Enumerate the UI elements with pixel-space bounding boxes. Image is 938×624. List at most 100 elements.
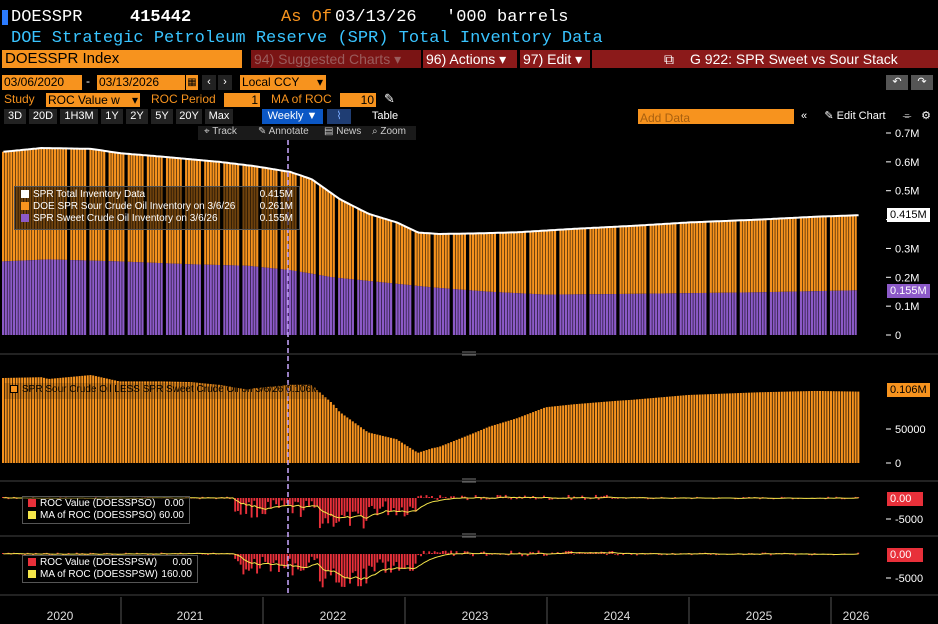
range-button-5y[interactable]: 5Y <box>151 109 173 124</box>
sweet-roc-bar <box>761 552 764 554</box>
diff-bar <box>135 381 138 463</box>
news-tool[interactable]: ▤ News <box>324 126 361 137</box>
sweet-bar <box>245 265 248 335</box>
range-button-20y[interactable]: 20Y <box>176 109 202 124</box>
study-select[interactable]: ROC Value w ▾ <box>46 93 140 107</box>
sweet-roc-bar <box>354 554 357 572</box>
sweet-bar <box>614 294 617 335</box>
sweet-bar <box>581 294 584 335</box>
sour-bar <box>775 218 778 292</box>
table-button[interactable]: Table <box>355 109 415 124</box>
sweet-roc-bar <box>392 554 395 566</box>
sweet-bar <box>843 290 846 335</box>
suggested-charts-button[interactable]: 94) Suggested Charts ▾ <box>251 50 421 68</box>
ma-roc-label: MA of ROC <box>271 92 332 106</box>
zoom-tool[interactable]: ⌕ Zoom <box>372 126 406 137</box>
range-button-2y[interactable]: 2Y <box>126 109 148 124</box>
sour-bar <box>324 189 327 277</box>
diff-bar <box>433 447 436 463</box>
diff-bar <box>343 415 346 463</box>
diff-bar <box>228 386 231 463</box>
sour-bar <box>625 226 628 294</box>
range-button-20d[interactable]: 20D <box>29 109 57 124</box>
diff-bar <box>398 440 401 463</box>
sour-bar <box>357 208 360 280</box>
sweet-roc-bar <box>242 554 245 575</box>
prev-period-button[interactable]: ‹ <box>202 75 216 90</box>
range-button-1y[interactable]: 1Y <box>101 109 123 124</box>
sweet-bar <box>679 293 682 335</box>
sweet-roc-bar <box>294 554 297 564</box>
sweet-roc-bar <box>21 554 24 555</box>
sweet-bar <box>747 292 751 335</box>
next-period-button[interactable]: › <box>218 75 232 90</box>
diff-bar <box>843 391 846 463</box>
collapse-icon[interactable]: « <box>797 109 811 124</box>
track-tool[interactable]: ⌖ Track <box>204 126 237 137</box>
actions-button[interactable]: 96) Actions ▾ <box>423 50 517 68</box>
ma-roc-field[interactable]: 10 <box>340 93 376 107</box>
sweet-bar <box>600 294 603 335</box>
frequency-select[interactable]: Weekly ▼ <box>262 109 323 124</box>
range-button-max[interactable]: Max <box>205 109 233 124</box>
date-separator: - <box>86 74 90 88</box>
chart-title-bar[interactable]: ⧉ G 922: SPR Sweet vs Sour Stack <box>592 50 938 68</box>
sour-bar <box>849 215 852 291</box>
range-button-3d[interactable]: 3D <box>4 109 26 124</box>
sour-bar <box>368 214 371 281</box>
diff-bar <box>570 404 573 463</box>
diff-bar <box>562 405 565 463</box>
sour-bar <box>532 231 535 294</box>
study-label: Study <box>4 92 35 106</box>
add-data-input[interactable]: Add Data <box>638 109 794 125</box>
sour-bar <box>518 232 521 294</box>
sour-bar <box>321 187 324 276</box>
diff-bar <box>627 400 630 463</box>
diff-bar <box>553 406 557 463</box>
sour-bar <box>764 219 767 293</box>
diff-bar <box>849 391 852 463</box>
security-field[interactable]: DOESSPR Index <box>2 50 242 68</box>
sour-bar <box>603 227 606 295</box>
roc-period-field[interactable]: 1 <box>224 93 260 107</box>
sour-bar <box>390 220 393 284</box>
sweet-roc-bar <box>302 554 305 571</box>
end-date-field[interactable]: 03/13/2026 <box>97 75 185 90</box>
diff-bar <box>168 381 171 463</box>
currency-select[interactable]: Local CCY ▾ <box>240 75 326 90</box>
sour-bar <box>709 221 712 293</box>
range-button-1h3m[interactable]: 1H3M <box>60 109 98 124</box>
last-roc-sweet-tag: 0.00 <box>887 548 923 562</box>
sour-bar <box>840 215 844 291</box>
sweet-bar <box>343 278 346 335</box>
sour-bar <box>491 232 494 292</box>
diff-bar <box>286 385 289 463</box>
redo-icon[interactable]: ↷ <box>911 75 933 90</box>
chevron-down-icon: ▾ <box>131 93 138 107</box>
sour-bar <box>398 223 401 285</box>
draw-icon[interactable]: ⌯ <box>899 109 915 124</box>
sour-roc-bar <box>436 498 439 500</box>
edit-chart-button[interactable]: ✎ Edit Chart <box>815 109 895 124</box>
diff-bar <box>318 392 322 463</box>
sweet-bar <box>537 294 540 335</box>
sweet-roc-bar <box>316 554 319 559</box>
sour-roc-bar <box>515 498 518 500</box>
calendar-icon[interactable]: ▦ <box>186 75 198 90</box>
sour-bar <box>551 230 554 295</box>
sweet-bar <box>668 293 671 335</box>
edit-button[interactable]: 97) Edit ▾ <box>520 50 590 68</box>
xaxis-year-label: 2024 <box>604 609 631 623</box>
start-date-field[interactable]: 03/06/2020 <box>2 75 82 90</box>
sweet-bar <box>625 293 628 335</box>
sweet-bar <box>663 293 666 335</box>
sour-bar <box>441 233 445 289</box>
sweet-bar <box>280 269 283 335</box>
chart-type-icon[interactable]: ⌇ <box>327 109 351 124</box>
gear-icon[interactable]: ⚙ <box>918 109 934 124</box>
undo-icon[interactable]: ↶ <box>886 75 908 90</box>
pencil-icon[interactable]: ✎ <box>384 91 395 106</box>
annotate-tool[interactable]: ✎ Annotate <box>258 126 309 137</box>
sour-bar <box>655 224 658 294</box>
